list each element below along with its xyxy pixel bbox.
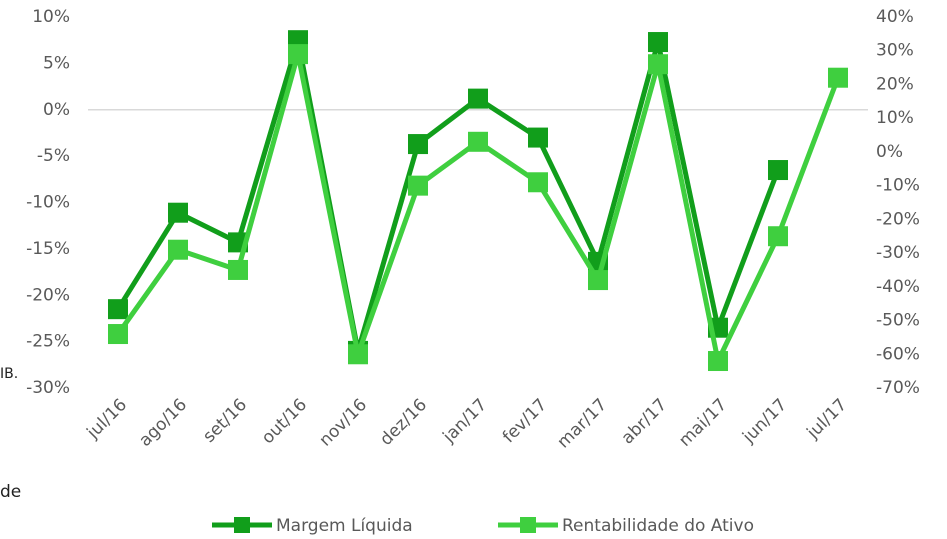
series-marker: [768, 160, 788, 181]
series-marker: [468, 131, 488, 152]
legend-marker: [520, 517, 536, 533]
y2-tick-label: -10%: [876, 176, 920, 196]
x-tick-label: mai/17: [675, 395, 731, 451]
series-marker: [408, 175, 428, 196]
x-tick-label: fev/17: [499, 395, 551, 447]
x-tick-label: mar/17: [554, 395, 612, 453]
series-marker: [348, 344, 368, 365]
series-marker: [528, 127, 548, 148]
y2-tick-label: 20%: [876, 74, 914, 94]
y-tick-label: -5%: [37, 146, 70, 166]
series-marker: [228, 259, 248, 280]
x-tick-label: out/16: [258, 395, 311, 448]
x-tick-label: abr/17: [618, 395, 671, 448]
x-tick-label: jan/17: [439, 395, 492, 448]
y2-tick-label: 30%: [876, 41, 914, 61]
legend-marker: [234, 517, 250, 533]
y2-tick-label: 40%: [876, 7, 914, 27]
series-marker: [468, 88, 488, 109]
y2-tick-label: 10%: [876, 108, 914, 128]
y2-tick-label: 0%: [876, 142, 903, 162]
x-tick-label: nov/16: [315, 395, 371, 451]
series-marker: [588, 270, 608, 291]
y-tick-label: 10%: [32, 7, 70, 27]
y-tick-label: -10%: [26, 193, 70, 213]
y2-tick-label: -30%: [876, 243, 920, 263]
y2-tick-label: -60%: [876, 344, 920, 364]
series-marker: [828, 67, 848, 88]
series-line: [115, 37, 781, 354]
y-tick-label: -20%: [26, 285, 70, 305]
legend-label: Rentabilidade do Ativo: [562, 516, 754, 536]
y-tick-label: -30%: [26, 378, 70, 398]
series-marker: [768, 226, 788, 247]
series-marker: [168, 202, 188, 223]
x-tick-label: jul/16: [83, 395, 132, 444]
series-marker: [108, 324, 128, 345]
y-tick-label: -15%: [26, 239, 70, 259]
x-tick-label: set/16: [199, 395, 251, 447]
y-tick-label: -25%: [26, 332, 70, 352]
series-marker: [288, 44, 308, 65]
series-marker: [108, 299, 128, 320]
series-marker: [408, 134, 428, 155]
y-tick-label: 0%: [43, 100, 70, 120]
y2-tick-label: -50%: [876, 311, 920, 331]
fragment-text: IB.: [0, 366, 18, 382]
x-tick-label: ago/16: [135, 395, 191, 451]
y-tick-label: 5%: [43, 53, 70, 73]
series-marker: [528, 172, 548, 193]
y2-tick-label: -70%: [876, 378, 920, 398]
series-marker: [708, 351, 728, 372]
fragment-text: de: [0, 482, 21, 502]
x-tick-label: dez/16: [376, 395, 431, 450]
y2-tick-label: -40%: [876, 277, 920, 297]
series-marker: [168, 239, 188, 260]
legend-label: Margem Líquida: [276, 516, 413, 536]
x-tick-label: jul/17: [803, 395, 852, 444]
x-tick-label: jun/17: [738, 395, 791, 448]
series-marker: [648, 32, 668, 53]
y2-tick-label: -20%: [876, 209, 920, 229]
series-marker: [648, 54, 668, 75]
